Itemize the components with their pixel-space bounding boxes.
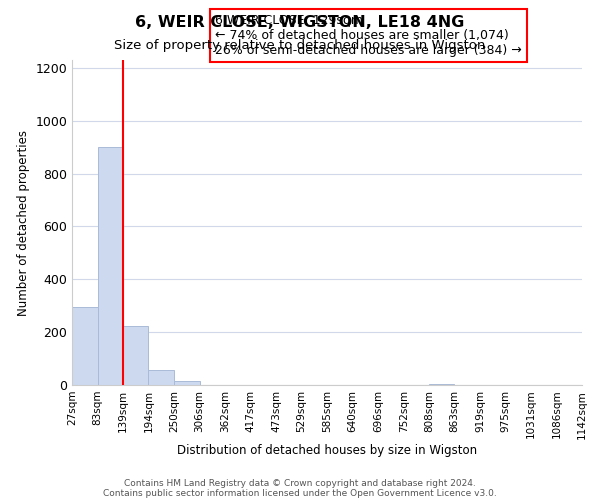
Bar [174,381,200,385]
Text: 6, WEIR CLOSE, WIGSTON, LE18 4NG: 6, WEIR CLOSE, WIGSTON, LE18 4NG [136,15,464,30]
Text: Contains public sector information licensed under the Open Government Licence v3: Contains public sector information licen… [103,488,497,498]
Y-axis label: Number of detached properties: Number of detached properties [17,130,30,316]
X-axis label: Distribution of detached houses by size in Wigston: Distribution of detached houses by size … [177,444,477,457]
Text: Contains HM Land Registry data © Crown copyright and database right 2024.: Contains HM Land Registry data © Crown c… [124,478,476,488]
Bar [72,307,98,385]
Text: 6 WEIR CLOSE: 129sqm
← 74% of detached houses are smaller (1,074)
26% of semi-de: 6 WEIR CLOSE: 129sqm ← 74% of detached h… [215,14,521,56]
Bar [429,384,454,385]
Bar [98,147,123,385]
Bar [123,326,148,385]
Bar [148,370,174,385]
Text: Size of property relative to detached houses in Wigston: Size of property relative to detached ho… [115,39,485,52]
